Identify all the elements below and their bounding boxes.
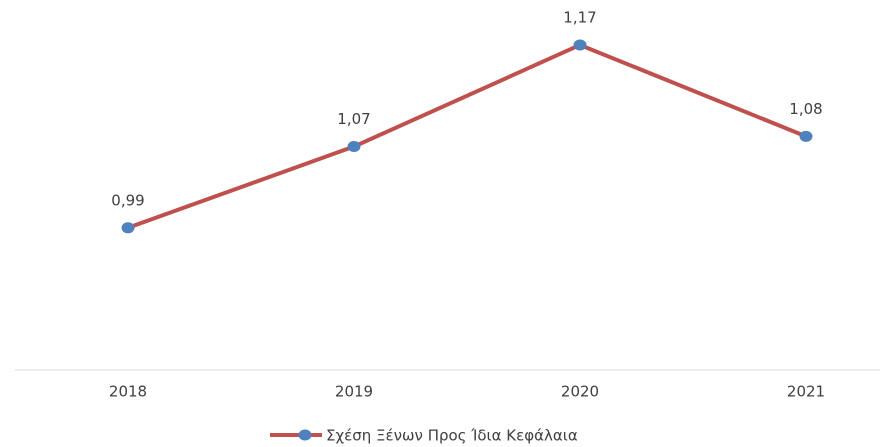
x-tick-label: 2021 [787, 383, 825, 401]
point [347, 141, 361, 153]
legend-label: Σχέση Ξένων Προς Ίδια Κεφάλαια [326, 427, 578, 445]
data-label: 1,08 [789, 100, 822, 118]
x-tick-label: 2020 [561, 383, 599, 401]
point [121, 222, 135, 234]
point [573, 39, 587, 51]
legend-marker [298, 429, 312, 441]
point [799, 130, 813, 142]
data-label: 1,07 [337, 110, 370, 128]
data-label: 1,17 [563, 8, 596, 26]
x-tick-label: 2018 [109, 383, 147, 401]
data-label: 0,99 [111, 191, 144, 209]
series-line [127, 42, 807, 230]
x-tick-label: 2019 [335, 383, 373, 401]
